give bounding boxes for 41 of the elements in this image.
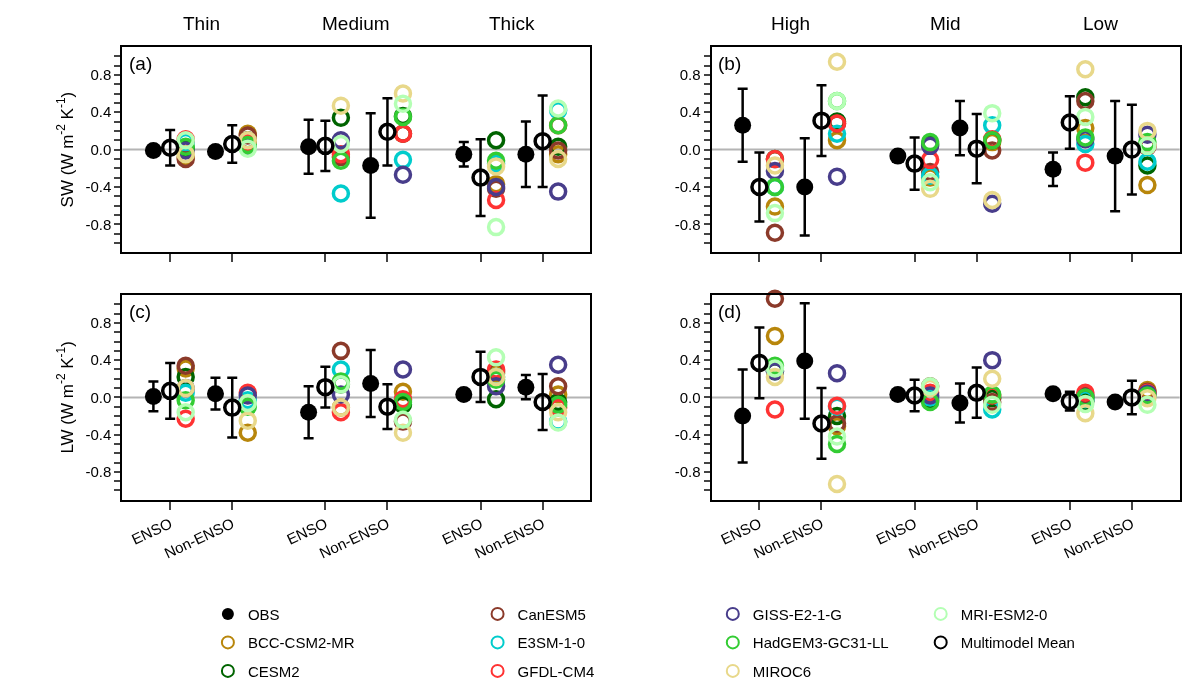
y-tick-label: 0.8 (679, 314, 701, 332)
legend-label: HadGEM3-GC31-LL (752, 634, 889, 652)
annotation: (a) (129, 53, 153, 74)
text: Thin (183, 13, 220, 34)
y-tick-label: -0.8 (674, 463, 701, 481)
y-tick-label: -0.4 (85, 178, 112, 196)
y-tick-label: 0.8 (90, 314, 112, 332)
y-tick-label: 0.4 (90, 351, 112, 369)
legend-label: Multimodel Mean (960, 634, 1075, 652)
text: Thick (489, 13, 535, 34)
legend-label: GISS-E2-1-G (752, 605, 842, 623)
annotation: (d) (718, 301, 742, 322)
y-tick-label: 0.0 (90, 388, 112, 406)
annotation: (b) (718, 53, 742, 74)
text: Low (1083, 13, 1119, 34)
legend-label: CanESM5 (517, 605, 586, 623)
legend-label: BCC-CSM2-MR (247, 634, 355, 652)
y-tick-label: -0.4 (85, 425, 112, 443)
y-tick-label: -0.8 (85, 215, 112, 233)
y-tick-label: -0.8 (85, 463, 112, 481)
legend-label: OBS (247, 605, 280, 623)
y-tick-label: 0.0 (90, 140, 112, 158)
legend-label: E3SM-1-0 (517, 634, 586, 652)
legend-label: MRI-ESM2-0 (960, 605, 1048, 623)
legend-label: GFDL-CM4 (517, 662, 595, 680)
text: High (771, 13, 811, 34)
y-tick-label: 0.8 (679, 66, 701, 84)
y-tick-label: -0.8 (674, 215, 701, 233)
y-tick-label: -0.4 (674, 425, 701, 443)
legend-label: MIROC6 (752, 662, 812, 680)
y-tick-label: -0.4 (674, 178, 701, 196)
annotation: (c) (129, 301, 152, 322)
text: Mid (930, 13, 961, 34)
y-tick-label: 0.4 (90, 103, 112, 121)
y-tick-label: 0.4 (679, 103, 701, 121)
y-tick-label: 0.8 (90, 66, 112, 84)
text: Medium (322, 13, 390, 34)
legend-label: CESM2 (247, 662, 300, 680)
y-tick-label: 0.0 (679, 388, 701, 406)
y-tick-label: 0.0 (679, 140, 701, 158)
y-tick-label: 0.4 (679, 351, 701, 369)
